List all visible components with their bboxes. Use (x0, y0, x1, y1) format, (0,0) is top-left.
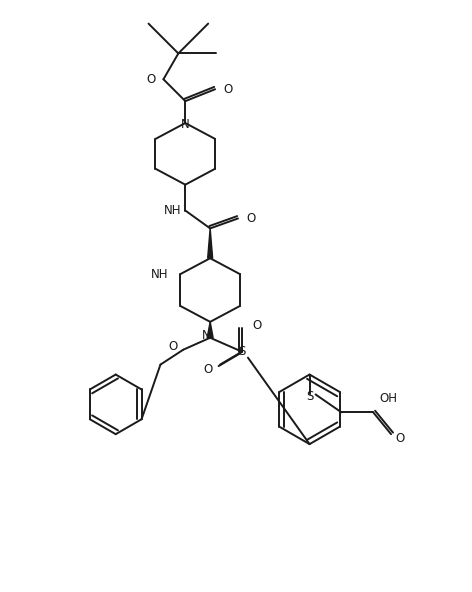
Text: S: S (238, 345, 245, 358)
Polygon shape (207, 322, 213, 338)
Text: O: O (146, 73, 155, 86)
Text: NH: NH (164, 204, 181, 217)
Text: O: O (252, 319, 261, 332)
Text: S: S (306, 390, 313, 403)
Text: OH: OH (379, 392, 397, 405)
Text: N: N (202, 329, 211, 342)
Text: O: O (203, 363, 212, 376)
Text: O: O (168, 340, 177, 353)
Text: O: O (395, 432, 405, 445)
Text: O: O (246, 212, 255, 225)
Text: NH: NH (151, 268, 169, 281)
Text: N: N (181, 118, 190, 130)
Text: O: O (223, 83, 232, 96)
Polygon shape (208, 229, 213, 258)
